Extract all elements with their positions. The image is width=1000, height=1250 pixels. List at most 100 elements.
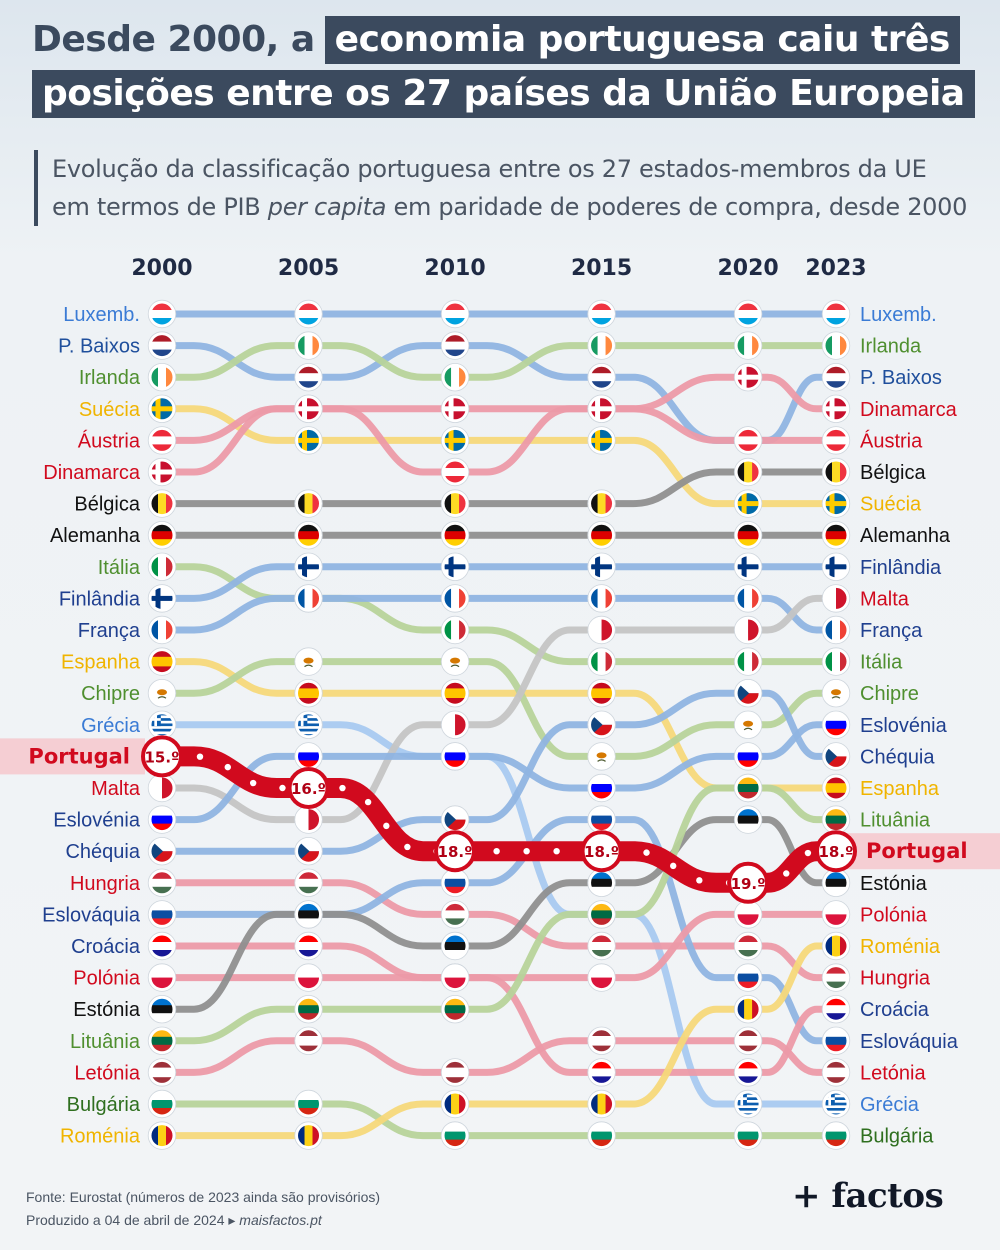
series-line-chipre <box>158 658 840 760</box>
finland-flag-icon <box>440 552 470 582</box>
greece-flag-icon <box>294 710 323 740</box>
cyprus-flag-icon <box>821 679 851 708</box>
left-label-irlanda: Irlanda <box>79 367 141 389</box>
denmark-flag-icon <box>440 394 470 424</box>
right-label-irlanda: Irlanda <box>860 336 922 358</box>
romania-flag-icon <box>733 995 763 1024</box>
finland-flag-icon <box>733 552 763 582</box>
lithuania-flag-icon <box>147 1026 177 1056</box>
croatia-flag-icon <box>821 995 851 1024</box>
czechia-flag-icon <box>294 837 323 866</box>
chart-subtitle: Evolução da classificação portuguesa ent… <box>34 150 992 226</box>
belgium-flag-icon <box>440 489 470 518</box>
right-label-malta: Malta <box>860 588 910 610</box>
spain-flag-icon <box>147 647 177 676</box>
left-label-suecia: Suécia <box>79 399 141 421</box>
sweden-flag-icon <box>587 426 616 455</box>
netherlands-flag-icon <box>147 331 177 360</box>
hungary-flag-icon <box>821 963 851 992</box>
latvia-flag-icon <box>733 1026 763 1056</box>
right-label-austria: Áustria <box>860 429 923 452</box>
portugal-dot <box>696 877 703 884</box>
czechia-flag-icon <box>440 805 470 834</box>
romania-flag-icon <box>587 1089 616 1119</box>
right-label-romenia: Roménia <box>860 936 941 958</box>
left-label-romenia: Roménia <box>60 1126 141 1148</box>
brand-logo: + factos <box>792 1176 944 1216</box>
series-line-dinamarca <box>158 373 840 476</box>
belgium-flag-icon <box>294 489 323 518</box>
series-line-eslovenia <box>158 721 840 824</box>
greece-flag-icon <box>147 710 177 740</box>
czechia-flag-icon <box>733 679 763 708</box>
finland-flag-icon <box>821 552 851 582</box>
right-label-portugal: Portugal <box>866 839 968 863</box>
ireland-flag-icon <box>440 363 470 392</box>
portugal-dot <box>804 849 812 857</box>
germany-flag-icon <box>587 521 616 550</box>
left-label-polonia: Polónia <box>73 968 141 990</box>
luxembourg-flag-icon <box>294 299 323 329</box>
right-label-letonia: Letónia <box>860 1062 926 1084</box>
portugal-dot <box>553 848 560 855</box>
portugal-dot <box>279 784 286 792</box>
poland-flag-icon <box>294 963 323 992</box>
croatia-flag-icon <box>587 1058 616 1087</box>
denmark-flag-icon <box>294 394 323 424</box>
year-label-2005: 2005 <box>278 256 339 281</box>
left-label-malta: Malta <box>91 778 141 800</box>
portugal-rank-label: 19.º <box>731 875 766 893</box>
slovakia-flag-icon <box>733 963 763 992</box>
right-label-hungria: Hungria <box>860 968 931 990</box>
italy-flag-icon <box>587 647 616 676</box>
germany-flag-icon <box>147 521 177 550</box>
left-label-croacia: Croácia <box>71 936 141 958</box>
austria-flag-icon <box>821 426 851 455</box>
left-label-p-baixos: P. Baixos <box>58 336 140 358</box>
left-label-bulgaria: Bulgária <box>67 1094 141 1116</box>
france-flag-icon <box>821 615 851 645</box>
right-label-chequia: Chéquia <box>860 746 935 768</box>
title-part-3: posições entre os 27 países da União Eur… <box>32 70 975 118</box>
austria-flag-icon <box>733 426 763 455</box>
portugal-rank-badge <box>287 767 330 809</box>
left-label-finlandia: Finlândia <box>59 588 141 610</box>
portugal-dot <box>783 870 790 877</box>
malta-flag-icon <box>821 584 851 613</box>
left-label-espanha: Espanha <box>61 652 141 674</box>
slovakia-flag-icon <box>587 805 616 834</box>
left-label-alemanha: Alemanha <box>50 525 141 547</box>
portugal-dot <box>523 848 530 855</box>
czechia-flag-icon <box>587 710 616 740</box>
belgium-flag-icon <box>821 457 851 487</box>
portugal-dot <box>383 822 390 830</box>
hungary-flag-icon <box>733 931 763 961</box>
site-link[interactable]: maisfactos.pt <box>239 1212 322 1228</box>
denmark-flag-icon <box>147 457 177 487</box>
portugal-dot <box>643 849 650 856</box>
spain-flag-icon <box>440 679 470 708</box>
portugal-dot <box>224 763 231 771</box>
romania-flag-icon <box>147 1121 177 1150</box>
netherlands-flag-icon <box>440 331 470 360</box>
romania-flag-icon <box>440 1089 470 1119</box>
bulgaria-flag-icon <box>733 1121 763 1150</box>
title-part-1: Desde 2000, a <box>32 19 315 60</box>
portugal-rank-label: 15.º <box>144 748 179 766</box>
denmark-flag-icon <box>733 363 763 392</box>
left-label-grecia: Grécia <box>81 715 141 737</box>
portugal-dot <box>364 798 372 806</box>
right-label-lituania: Lituânia <box>860 810 931 832</box>
left-label-austria: Áustria <box>78 429 141 452</box>
luxembourg-flag-icon <box>733 299 763 329</box>
france-flag-icon <box>440 584 470 613</box>
cyprus-flag-icon <box>733 710 763 740</box>
series-line-franca <box>158 594 840 634</box>
latvia-flag-icon <box>587 1026 616 1056</box>
hungary-flag-icon <box>587 931 616 961</box>
czechia-flag-icon <box>821 742 851 771</box>
slovenia-flag-icon <box>147 805 177 834</box>
france-flag-icon <box>733 584 763 613</box>
portugal-dot <box>493 848 500 855</box>
production-date: Produzido a 04 de abril de 2024 ▸ <box>26 1212 240 1228</box>
